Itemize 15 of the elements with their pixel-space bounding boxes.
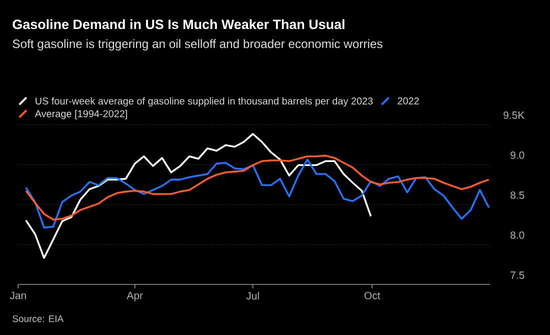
chart-title: Gasoline Demand in US Is Much Weaker Than Usual — [12, 19, 344, 30]
x-tick-label: Jul — [246, 292, 259, 300]
x-tick-label: Jan — [10, 292, 26, 300]
legend-label: Average [1994-2022] — [34, 110, 127, 120]
legend-label: 2022 — [398, 97, 419, 104]
legend-label: US four-week average of gasoline supplied in thousand barrels per day 2023 — [36, 97, 373, 107]
y-tick-label: 8.0 — [510, 231, 524, 239]
y-tick-label: 9.5K — [504, 111, 525, 119]
source-note: Source: EIA — [12, 315, 64, 322]
x-tick-label: Apr — [126, 292, 143, 302]
x-tick-label: Oct — [364, 292, 380, 300]
y-tick-label: 9.0 — [510, 151, 524, 159]
y-tick-label: 7.5 — [510, 272, 524, 279]
chart-subtitle: Soft gasoline is triggering an oil selloff and broader economic worries — [12, 39, 382, 51]
y-tick-label: 8.5 — [510, 191, 524, 199]
